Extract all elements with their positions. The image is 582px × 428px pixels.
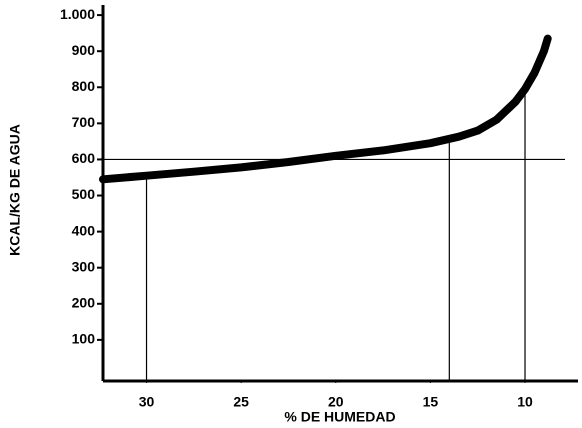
y-tick-label: 500 <box>72 186 96 202</box>
y-tick-label: 1.000 <box>60 6 95 22</box>
data-line <box>99 34 552 184</box>
y-tick-label: 400 <box>72 222 96 238</box>
y-tick-label: 200 <box>72 294 96 310</box>
y-axis-label: KCAL/KG DE AGUA <box>7 124 23 256</box>
x-tick-label: 15 <box>423 394 439 410</box>
y-tick-label: 900 <box>72 42 96 58</box>
x-tick-label: 10 <box>517 394 533 410</box>
y-tick-label: 800 <box>72 78 96 94</box>
x-tick-label: 30 <box>139 394 155 410</box>
x-axis-label: % DE HUMEDAD <box>284 409 395 425</box>
y-tick-label: 700 <box>72 114 96 130</box>
x-tick-label: 25 <box>233 394 249 410</box>
y-tick-label: 600 <box>72 150 96 166</box>
y-tick-label: 100 <box>72 331 96 347</box>
x-tick-label: 20 <box>328 394 344 410</box>
y-tick-label: 300 <box>72 258 96 274</box>
